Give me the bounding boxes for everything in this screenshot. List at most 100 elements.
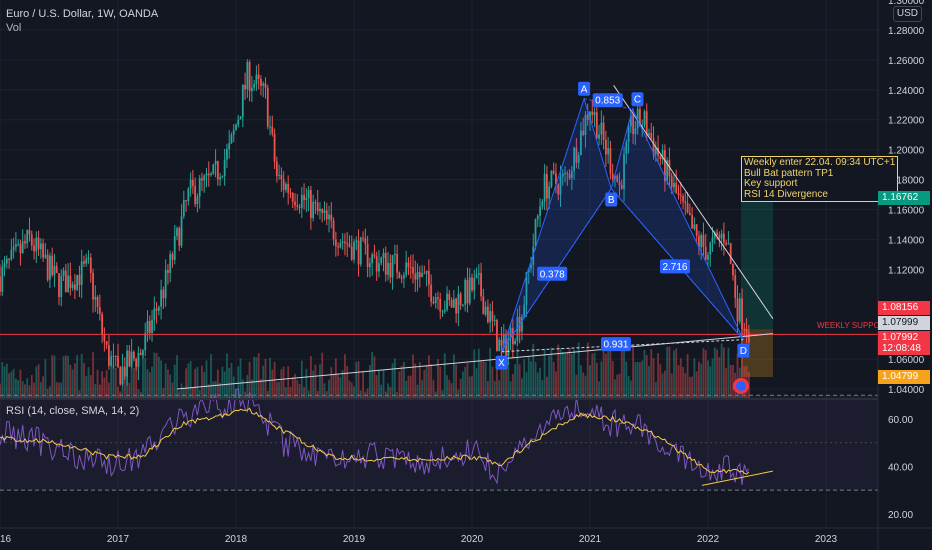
volume-bar	[264, 358, 267, 398]
pattern-ratio-label-bg	[592, 93, 623, 108]
candle-body	[620, 185, 623, 189]
symbol-title[interactable]: Euro / U.S. Dollar, 1W, OANDA	[6, 8, 159, 20]
volume-bar	[382, 370, 385, 398]
candle-body	[384, 252, 387, 275]
candle-body	[645, 111, 648, 136]
volume-bar	[623, 342, 625, 398]
volume-bar	[593, 352, 596, 398]
pattern-point-label-bg	[737, 343, 750, 358]
price-tick-label: 1.26000	[888, 56, 925, 67]
currency-badge[interactable]: USD	[892, 6, 922, 22]
rsi-legend[interactable]: RSI (14, close, SMA, 14, 2)	[6, 405, 140, 417]
candle-body	[634, 128, 637, 135]
candle-body	[722, 233, 725, 243]
volume-bar	[230, 362, 233, 398]
volume-bar	[330, 367, 333, 398]
volume-bar	[657, 353, 659, 398]
volume-bar	[130, 354, 133, 398]
volume-bar	[132, 367, 135, 398]
volume-bar	[525, 372, 528, 398]
time-tick-label: 2019	[343, 534, 366, 545]
candle-body	[471, 277, 473, 291]
volume-bar	[300, 360, 303, 398]
candle-body	[182, 200, 185, 217]
candle-body	[589, 111, 591, 120]
candle-body	[389, 262, 392, 278]
candle-body	[368, 263, 371, 268]
volume-bar	[736, 353, 739, 398]
volume-bar	[76, 355, 79, 398]
volume-bar	[112, 364, 115, 398]
rsi-tick-label: 40.00	[888, 462, 913, 473]
candle-body	[555, 173, 557, 185]
price-axis	[878, 0, 932, 550]
candle-body	[543, 173, 546, 202]
volume-bar	[298, 384, 301, 398]
candle-body	[246, 61, 249, 90]
volume-label[interactable]: Vol	[6, 22, 22, 34]
volume-bar	[350, 382, 353, 398]
volume-bar	[105, 370, 108, 398]
volume-bar	[611, 360, 614, 398]
candle-body	[434, 297, 437, 304]
volume-bar	[5, 363, 8, 398]
volume-bar	[505, 360, 507, 398]
candle-body	[132, 351, 135, 359]
candle-body	[173, 236, 176, 260]
candle-body	[729, 243, 732, 264]
volume-bar	[67, 355, 69, 398]
candle-body	[289, 192, 292, 194]
candle-body	[226, 148, 228, 160]
candle-body	[627, 126, 630, 142]
grid	[0, 0, 878, 528]
volume-bar	[103, 377, 106, 398]
candle-body	[273, 133, 276, 162]
candle-body	[266, 87, 269, 127]
candle-body	[639, 108, 641, 127]
volume-bar	[44, 359, 47, 398]
candle-body	[92, 272, 94, 300]
candle-body	[457, 293, 460, 314]
volume-bar	[659, 364, 662, 398]
candle-body	[423, 273, 426, 275]
volume-bar	[21, 381, 24, 398]
candle-body	[477, 273, 480, 275]
candle-body	[237, 119, 240, 125]
candle-body	[464, 279, 467, 305]
volume-bar	[425, 365, 428, 398]
volume-bar	[502, 357, 505, 398]
candle-body	[101, 313, 104, 335]
annotation-line: Bull Bat pattern TP1	[744, 167, 834, 179]
volume-bar	[241, 379, 244, 398]
volume-bar	[591, 353, 594, 398]
volume-bar	[144, 357, 147, 398]
volume-bar	[639, 362, 641, 398]
candle-body	[403, 275, 405, 279]
volume-bar	[1, 361, 4, 398]
candle-body	[30, 234, 33, 246]
candle-body	[548, 186, 551, 199]
volume-bar	[688, 376, 691, 398]
candle-body	[695, 224, 698, 236]
candle-body	[76, 275, 79, 290]
trade-annotation[interactable]: Weekly enter 22.04. 09:34 UTC+1 Bull Bat…	[741, 156, 899, 202]
price-tick-label: 1.06000	[888, 355, 925, 366]
candle-body	[10, 249, 13, 260]
volume-bar	[629, 380, 632, 398]
volume-bar	[33, 382, 35, 398]
candle-body	[545, 173, 548, 199]
candle-body	[732, 263, 734, 276]
candle-body	[666, 160, 669, 182]
volume-bar	[441, 390, 444, 398]
chart-legend: Euro / U.S. Dollar, 1W, OANDA Vol	[6, 7, 158, 35]
candle-body	[296, 205, 299, 207]
volume-bar	[405, 380, 408, 398]
candle-body	[64, 270, 67, 293]
candle-body	[348, 243, 351, 247]
pattern-point-label: X	[498, 358, 505, 369]
candle-body	[271, 126, 274, 134]
volume-bar	[532, 343, 535, 398]
volume-bar	[641, 360, 644, 398]
candle-body	[155, 308, 158, 311]
